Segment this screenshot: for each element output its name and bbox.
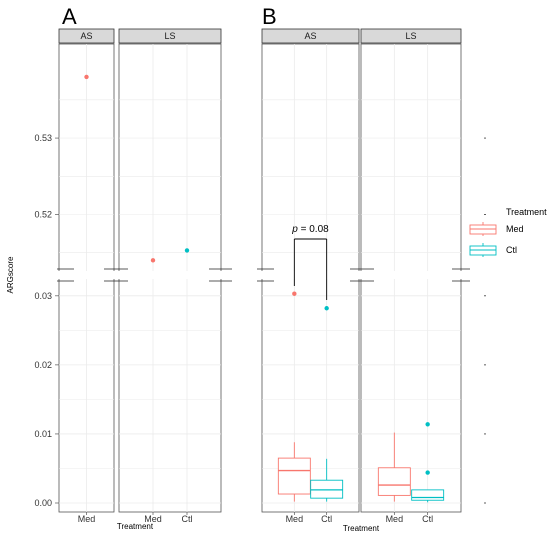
panel-letter-b: B (262, 4, 277, 29)
x-axis-title-a: Treatment (117, 522, 154, 531)
data-point-med (84, 74, 89, 80)
y-tick-label: 0.52 (34, 210, 52, 220)
facet-strip-label: LS (164, 31, 175, 41)
facet-a-ls: LS Med Ctl (118, 28, 222, 524)
facet-strip-label: LS (405, 31, 416, 41)
legend: Treatment Med Ctl (469, 207, 547, 257)
p-symbol: p (291, 224, 298, 235)
x-tick-label: Ctl (321, 514, 332, 524)
x-tick-label: Med (144, 514, 162, 524)
data-point-ctl (425, 470, 430, 475)
facet-b-as: AS Med Ctl (261, 28, 360, 524)
p-value-label: p = 0.08 (291, 224, 329, 235)
axis-break-gap (118, 271, 222, 279)
x-tick-label: Med (78, 514, 96, 524)
significance-bracket: p = 0.08 (291, 224, 329, 300)
facet-a-as: AS Med (58, 28, 115, 524)
box-body (310, 479, 344, 499)
data-point-ctl (184, 248, 190, 253)
box-ctl (411, 489, 445, 503)
box-body (377, 467, 411, 496)
legend-title: Treatment (506, 207, 547, 217)
axis-break-gap (261, 271, 360, 279)
data-point-ctl (324, 306, 329, 311)
box-body (411, 489, 445, 501)
p-value: = 0.08 (298, 224, 329, 235)
x-tick-label: Ctl (422, 514, 433, 524)
legend-key-ctl (469, 243, 497, 257)
facet-b-ls: LS Med Ctl (360, 28, 462, 524)
box-body (277, 457, 311, 495)
y-tick-label: 0.00 (34, 498, 52, 508)
facet-strip-label: AS (304, 31, 316, 41)
data-point-med (292, 291, 297, 296)
facet-strip (261, 28, 360, 44)
facet-strip (118, 28, 222, 44)
facet-strip-label: AS (80, 31, 92, 41)
facet-strip (360, 28, 462, 44)
data-point-ctl (425, 422, 430, 427)
x-axis-title-b: Treatment (343, 524, 380, 533)
box-med (277, 442, 311, 502)
x-tick-label: Med (386, 514, 404, 524)
x-tick-label: Med (286, 514, 304, 524)
y-tick-label: 0.53 (34, 133, 52, 143)
axis-break-gap (58, 271, 115, 279)
axis-break-gap (360, 271, 462, 279)
panel-letter-a: A (62, 4, 77, 29)
box-med (377, 432, 411, 502)
x-tick-label: Ctl (182, 514, 193, 524)
legend-label-med: Med (506, 224, 524, 234)
box-ctl (310, 458, 344, 502)
facet-strip (58, 28, 115, 44)
legend-label-ctl: Ctl (506, 245, 517, 255)
y-tick-label: 0.01 (34, 429, 52, 439)
y-tick-label: 0.02 (34, 360, 52, 370)
y-axis-title: ARGscore (6, 256, 15, 293)
y-tick-label: 0.03 (34, 291, 52, 301)
data-point-med (150, 258, 156, 263)
legend-key-med (469, 222, 497, 236)
